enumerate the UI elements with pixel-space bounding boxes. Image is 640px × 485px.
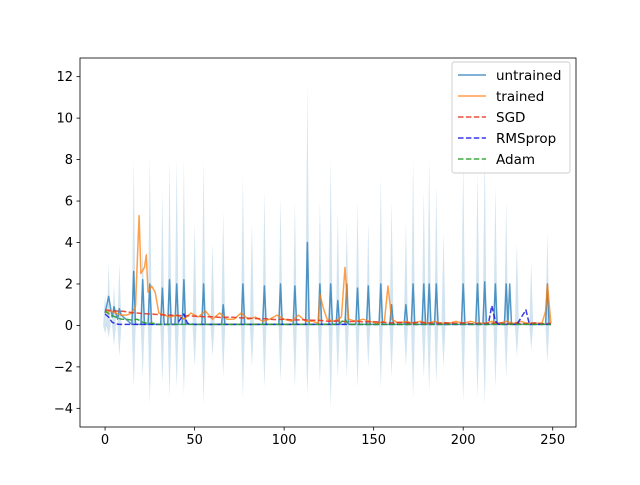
band-spike-37 [482, 149, 487, 405]
band-spike-0 [103, 294, 107, 334]
band-spike-5 [140, 242, 145, 378]
band-spike-32 [427, 159, 432, 392]
band-spike-9 [174, 159, 179, 388]
y-tick-label: 10 [56, 112, 73, 127]
series-lines [104, 214, 552, 326]
axes: 0 50 100 150 200 250 −4 −2 0 2 4 6 8 10 12 [54, 57, 577, 448]
band-spike-14 [221, 211, 226, 378]
band-spike-8 [167, 159, 172, 398]
band-spike-28 [389, 201, 394, 378]
legend-box [451, 61, 571, 174]
band-spike-35 [461, 159, 466, 403]
band-spike-34 [441, 232, 446, 367]
y-tick-label: −2 [54, 360, 73, 375]
band-spike-6 [147, 155, 152, 405]
legend-label-sgd: SGD [496, 110, 525, 126]
legend-label-rmsprop: RMSprop [496, 131, 556, 147]
y-tick-label: −4 [54, 402, 73, 417]
x-tick-label: 0 [101, 433, 109, 448]
band-spike-30 [411, 159, 415, 398]
y-tick-label: 4 [65, 236, 73, 251]
x-tick-label: 150 [361, 433, 386, 448]
series-line-untrained [104, 241, 551, 326]
series-line-trained [104, 214, 552, 325]
series-line-sgd [105, 309, 551, 325]
band-spike-12 [201, 159, 206, 405]
band-spike-16 [249, 221, 254, 367]
series-line-adam [104, 310, 551, 326]
band-spike-10 [181, 159, 186, 396]
y-tick-label: 8 [65, 153, 73, 168]
band-spike-27 [378, 176, 383, 388]
band-spike-2 [112, 284, 116, 347]
band-spike-13 [210, 242, 215, 357]
x-tick-label: 100 [272, 433, 297, 448]
uncertainty-band [103, 82, 550, 409]
band-spike-23 [335, 211, 340, 378]
band-spike-40 [514, 242, 519, 357]
band-spike-20 [305, 82, 310, 396]
y-tick-label: 2 [65, 277, 73, 292]
x-tick-label: 200 [451, 433, 476, 448]
y-tick-label: 12 [56, 70, 73, 85]
y-tick-label: 6 [65, 195, 73, 210]
legend: untrained trained SGD RMSprop Adam [451, 61, 571, 174]
band-spike-41 [529, 263, 534, 351]
legend-label-untrained: untrained [496, 68, 561, 84]
legend-label-trained: trained [496, 89, 544, 105]
y-tick-label: 0 [65, 319, 73, 334]
band-spike-7 [160, 190, 165, 384]
legend-label-adam: Adam [496, 152, 535, 168]
band-spike-29 [403, 221, 408, 367]
x-tick-label: 250 [540, 433, 565, 448]
x-tick-label: 50 [186, 433, 203, 448]
band-spike-11 [192, 221, 197, 367]
